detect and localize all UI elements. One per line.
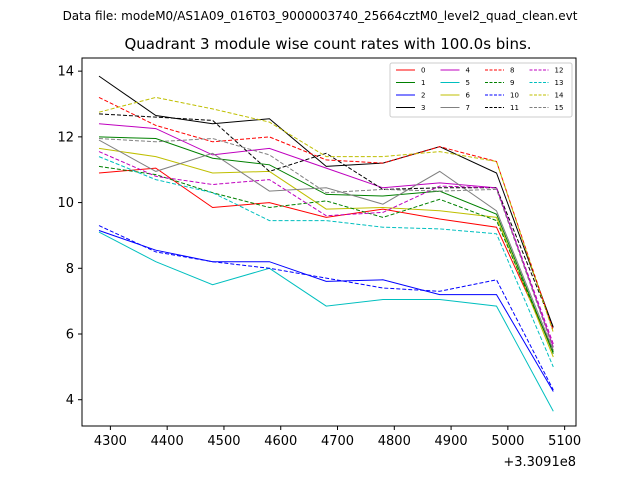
series-line-15 [98, 137, 554, 349]
legend-label-3: 3 [421, 104, 425, 112]
legend-label-0: 0 [421, 67, 425, 75]
x-tick-label: 4400 [151, 434, 184, 449]
legend-label-1: 1 [421, 79, 425, 87]
series-line-8 [98, 96, 554, 331]
x-tick-label: 4900 [435, 434, 468, 449]
series-line-9 [98, 165, 554, 353]
legend-label-14: 14 [555, 92, 564, 100]
y-tick-label: 12 [57, 130, 74, 145]
legend-label-7: 7 [466, 104, 470, 112]
series-line-11 [98, 113, 554, 328]
legend-label-10: 10 [510, 92, 519, 100]
figure-suptitle: Data file: modeM0/AS1A09_016T03_90000037… [63, 9, 578, 23]
legend-box [389, 62, 573, 118]
x-tick-label: 5100 [548, 434, 581, 449]
chart-title: Quadrant 3 module wise count rates with … [124, 35, 531, 53]
x-tick-label: 5000 [491, 434, 524, 449]
x-tick-label: 4300 [94, 434, 127, 449]
legend-label-9: 9 [510, 79, 514, 87]
series-line-4 [98, 123, 554, 348]
x-tick-label: 4600 [264, 434, 297, 449]
x-tick-label: 4800 [378, 434, 411, 449]
series-layer [98, 75, 554, 412]
y-tick-label: 14 [57, 65, 74, 80]
y-axis: 4 6 8 10 12 14 [57, 65, 82, 408]
axes-frame [81, 57, 577, 427]
legend-label-11: 11 [510, 104, 519, 112]
legend-label-6: 6 [466, 92, 471, 100]
series-line-5 [98, 231, 554, 412]
legend-label-5: 5 [466, 79, 470, 87]
y-tick-label: 6 [66, 328, 74, 343]
series-line-12 [98, 151, 554, 345]
legend-label-4: 4 [466, 67, 471, 75]
series-line-2 [98, 230, 554, 392]
legend-label-8: 8 [510, 67, 514, 75]
x-axis-offset-label: +3.3091e8 [503, 455, 576, 470]
legend-label-12: 12 [555, 67, 564, 75]
legend-label-2: 2 [421, 92, 425, 100]
series-line-0 [98, 167, 554, 351]
x-tick-label: 4500 [207, 434, 240, 449]
y-tick-label: 8 [66, 262, 74, 277]
series-line-10 [98, 225, 554, 391]
x-axis: 4300 4400 4500 4600 4700 4800 4900 5000 5100 [94, 426, 581, 449]
series-line-13 [98, 156, 554, 368]
series-line-14 [98, 96, 554, 333]
y-tick-label: 4 [66, 393, 74, 408]
series-line-7 [98, 139, 554, 351]
series-line-1 [98, 136, 554, 354]
x-tick-label: 4700 [321, 434, 354, 449]
legend-label-13: 13 [555, 79, 564, 87]
legend-label-15: 15 [555, 104, 564, 112]
y-tick-label: 10 [57, 196, 74, 211]
series-line-6 [98, 147, 554, 358]
